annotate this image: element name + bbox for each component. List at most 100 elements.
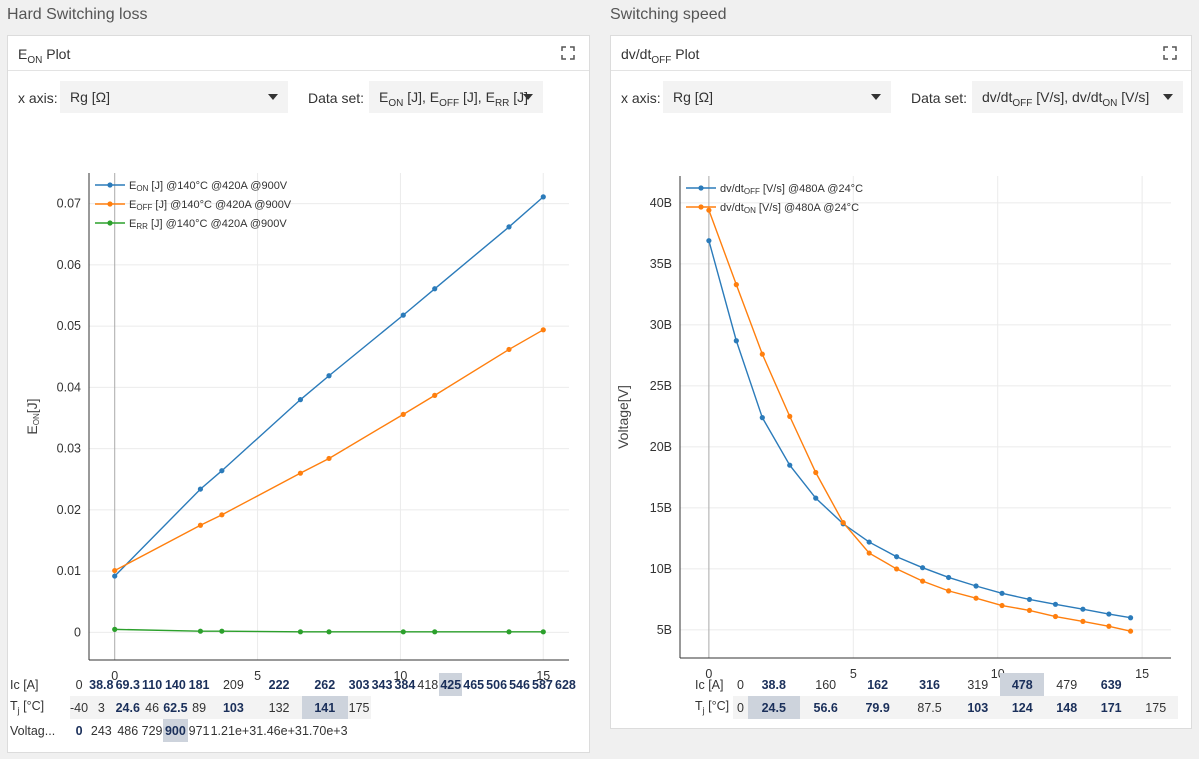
param-value[interactable]: 79.9 (851, 696, 904, 719)
param-value[interactable]: 1.70e+3 (301, 723, 348, 738)
param-value[interactable]: 486 (117, 723, 139, 738)
param-value[interactable]: 3 (88, 696, 115, 719)
param-value[interactable]: 546 (509, 677, 530, 692)
param-value[interactable]: 729 (141, 723, 163, 738)
param-value[interactable]: 171 (1088, 696, 1134, 719)
data-point (540, 194, 546, 200)
param-value[interactable]: 209 (222, 677, 244, 692)
expand-icon[interactable] (561, 46, 575, 60)
data-point (197, 486, 204, 492)
param-value[interactable]: 506 (486, 677, 508, 692)
param-value[interactable]: 639 (1100, 677, 1122, 692)
param-value[interactable]: 0 (733, 696, 748, 719)
param-value[interactable]: 243 (90, 723, 112, 738)
param-value[interactable]: 38.8 (761, 677, 786, 692)
param-value[interactable]: 303 (348, 677, 370, 692)
data-point (999, 590, 1005, 596)
series-line (708, 240, 1131, 619)
left-parameter-table: Ic [A] 0 38.8 69.3 110 140 181 209 222 262 303 343 3… (8, 673, 577, 742)
data-point (946, 588, 952, 594)
x-axis-select[interactable]: Rg [Ω] (663, 81, 891, 113)
param-value[interactable]: 141 (301, 696, 348, 719)
dataset-select[interactable]: dv/dtOFF [V/s], dv/dtON [V/s] (972, 81, 1183, 113)
param-value[interactable]: 628 (555, 677, 576, 692)
param-value[interactable]: 46 (140, 696, 164, 719)
dataset-select[interactable]: EON [J], EOFF [J], ERR [J] (369, 81, 543, 113)
expand-icon[interactable] (1163, 46, 1177, 60)
param-value[interactable]: 222 (268, 677, 290, 692)
param-value[interactable]: 160 (815, 677, 837, 692)
param-value[interactable]: 0 (75, 723, 83, 738)
y-tick-label: 0.06 (57, 258, 81, 272)
param-value[interactable]: 87.5 (903, 696, 956, 719)
param-value[interactable]: 24.6 (114, 696, 141, 719)
param-value[interactable]: 0 (736, 677, 744, 692)
data-point (759, 415, 765, 421)
dvdt-plot-panel: dv/dtOFF Plot x axis: Rg [Ω] Data set: d… (610, 35, 1192, 729)
x-tick-label: 0 (705, 667, 712, 681)
param-value[interactable]: 175 (347, 696, 371, 719)
plot-controls: x axis: Rg [Ω] Data set: dv/dtOFF [V/s],… (611, 81, 1191, 113)
chevron-down-icon (871, 94, 881, 100)
param-value[interactable]: 69.3 (115, 677, 140, 692)
param-value[interactable]: 319 (967, 677, 989, 692)
param-value[interactable]: 478 (1000, 673, 1045, 696)
y-tick-label: 30B (650, 318, 672, 332)
param-value[interactable]: 56.6 (799, 696, 852, 719)
param-value[interactable]: 971 (188, 723, 210, 738)
legend-marker (698, 204, 704, 210)
param-value[interactable]: 124 (1000, 696, 1045, 719)
data-point (1026, 607, 1033, 614)
param-value[interactable]: 110 (142, 677, 163, 692)
param-value[interactable]: 479 (1056, 677, 1078, 692)
x-axis-select[interactable]: Rg [Ω] (60, 81, 288, 113)
data-point (400, 411, 406, 417)
param-value[interactable]: 262 (314, 677, 336, 692)
param-value[interactable]: 162 (867, 677, 889, 692)
panel-title: EON Plot (18, 46, 71, 66)
param-value[interactable]: 1.46e+3 (256, 723, 302, 738)
data-point (759, 351, 765, 357)
param-value[interactable]: -40 (70, 696, 89, 719)
param-value[interactable]: 181 (188, 677, 210, 692)
param-value[interactable]: 89 (187, 696, 211, 719)
param-value[interactable]: 140 (164, 677, 186, 692)
y-tick-label: 0.03 (57, 442, 81, 456)
x-tick-label: 15 (536, 669, 550, 683)
param-value[interactable]: 1.21e+3 (210, 723, 257, 738)
param-value[interactable]: 103 (955, 696, 1000, 719)
panel-title: dv/dtOFF Plot (621, 46, 700, 66)
param-value[interactable]: 103 (210, 696, 257, 719)
param-value[interactable]: 38.8 (89, 677, 114, 692)
param-value[interactable]: 384 (394, 677, 416, 692)
legend-entry: dv/dtOFF [V/s] @480A @24°C (720, 183, 863, 196)
y-tick-label: 5B (657, 623, 672, 637)
param-value[interactable]: 465 (463, 677, 485, 692)
param-value[interactable]: 62.5 (163, 696, 188, 719)
data-point (733, 338, 739, 344)
data-point (787, 413, 793, 419)
param-value[interactable]: 418 (417, 677, 439, 692)
data-point (813, 469, 819, 476)
dataset-select-value: dv/dtOFF [V/s], dv/dtON [V/s] (982, 89, 1150, 109)
param-value[interactable]: 343 (371, 677, 393, 692)
data-point (920, 578, 926, 584)
chevron-down-icon (523, 94, 533, 100)
legend-marker (698, 185, 704, 191)
data-point (112, 573, 118, 579)
param-value[interactable]: 175 (1133, 696, 1178, 719)
param-value[interactable]: 316 (919, 677, 940, 692)
param-value[interactable]: 587 (532, 677, 553, 692)
param-value[interactable]: 900 (163, 719, 188, 742)
param-row-label: Ic [A] (10, 677, 39, 692)
param-value[interactable]: 132 (256, 696, 302, 719)
param-row: Voltag... 0 243 486 729 900 971 1.21e+3 1.46e+3 1… (8, 719, 577, 742)
param-value[interactable]: 148 (1044, 696, 1089, 719)
param-value[interactable]: 0 (75, 677, 83, 692)
param-value[interactable]: 24.5 (747, 696, 800, 719)
dataset-label: Data set: (911, 90, 968, 106)
legend-entry: EON [J] @140°C @420A @900V (129, 180, 288, 193)
param-value[interactable]: 425 (439, 673, 463, 696)
x-axis-label: Rg [Ω] (905, 687, 945, 688)
data-point (1052, 601, 1059, 607)
